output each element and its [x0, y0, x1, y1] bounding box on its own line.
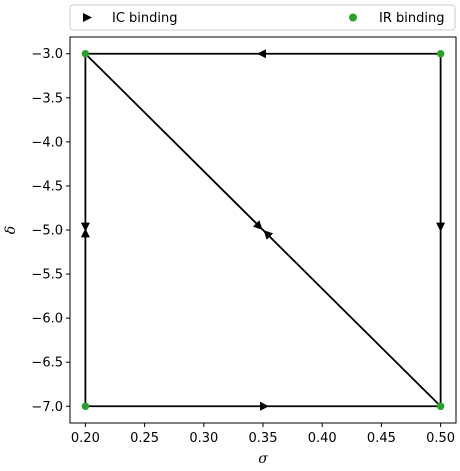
ic-binding-arrow-2 — [80, 222, 90, 232]
ir-binding-point-3 — [436, 402, 445, 411]
x-axis-label: σ — [258, 451, 268, 467]
x-tick-label-1: 0.25 — [130, 431, 159, 446]
x-tick-label-2: 0.30 — [189, 431, 218, 446]
ic-binding-arrow-3 — [80, 228, 90, 238]
x-tick-label-0: 0.20 — [71, 431, 100, 446]
x-tick-label-4: 0.40 — [308, 431, 337, 446]
legend-frame — [69, 4, 456, 31]
ic-binding-arrow-0 — [257, 49, 266, 59]
y-tick-label-5: −5.5 — [31, 268, 63, 283]
y-axis: −3.0 −3.5 −4.0 −4.5 −5.0 −5.5 −6.0 −6.5 −7.0 — [31, 47, 70, 415]
x-tick-label-6: 0.50 — [426, 431, 455, 446]
ir-binding-point-1 — [436, 49, 445, 58]
ic-binding-arrow-5 — [263, 230, 274, 240]
segment-line-4 — [84, 52, 442, 408]
legend-ic-binding-marker — [83, 13, 92, 22]
y-tick-label-7: −6.5 — [31, 356, 63, 371]
x-tick-label-3: 0.35 — [249, 431, 278, 446]
segments-layer — [84, 52, 442, 408]
x-axis: 0.20 0.25 0.30 0.35 0.40 0.45 0.50 — [71, 423, 455, 446]
y-tick-label-3: −4.5 — [31, 179, 63, 194]
ir-binding-points-layer — [81, 49, 445, 411]
ic-binding-arrow-1 — [436, 222, 446, 232]
y-tick-label-8: −7.0 — [31, 400, 63, 415]
ic-binding-arrows-layer — [80, 49, 446, 411]
legend: IC binding IR binding — [69, 4, 456, 31]
legend-ir-binding-label: IR binding — [379, 11, 444, 26]
y-tick-label-4: −5.0 — [31, 224, 63, 239]
ic-binding-arrow-4 — [252, 220, 263, 230]
y-axis-label: δ — [3, 226, 19, 234]
y-tick-label-6: −6.0 — [31, 312, 63, 327]
legend-ir-binding-marker — [349, 13, 357, 22]
x-tick-label-5: 0.45 — [367, 431, 396, 446]
y-tick-label-2: −4.0 — [31, 135, 63, 150]
ir-binding-point-2 — [81, 402, 90, 411]
ic-binding-arrow-6 — [260, 401, 269, 411]
y-tick-label-1: −3.5 — [31, 91, 63, 106]
ir-binding-point-0 — [81, 49, 90, 58]
legend-ic-binding-label: IC binding — [112, 11, 178, 26]
y-tick-label-0: −3.0 — [31, 47, 63, 62]
